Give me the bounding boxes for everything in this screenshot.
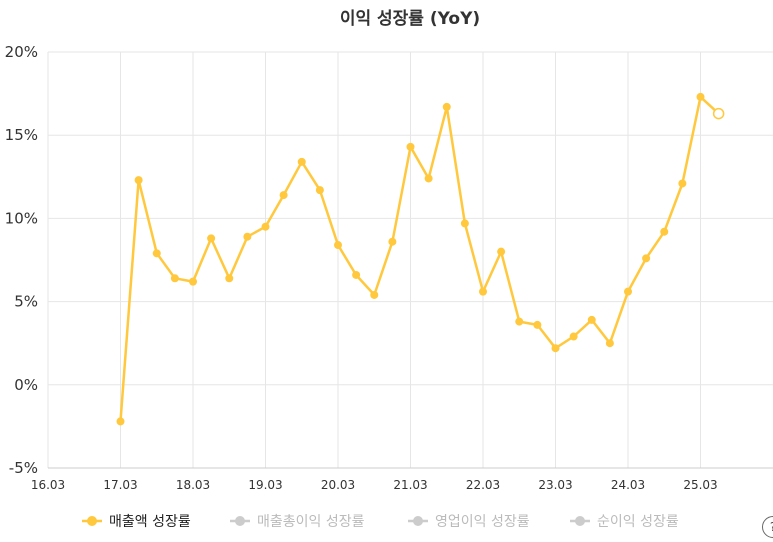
- series-line: [119, 95, 720, 422]
- data-point[interactable]: [170, 274, 179, 283]
- legend-label: 영업이익 성장률: [435, 514, 530, 530]
- x-tick-label: 21.03: [393, 478, 427, 492]
- data-point[interactable]: [424, 174, 433, 183]
- data-point[interactable]: [243, 232, 252, 241]
- legend-label: 매출액 성장률: [109, 514, 191, 530]
- x-axis: 16.03 17.03 18.03 19.03 20.03 21.03 22.03 23.03…: [31, 467, 773, 492]
- data-point[interactable]: [334, 241, 342, 250]
- data-point[interactable]: [497, 247, 506, 256]
- legend-item[interactable]: 순이익 성장률: [570, 514, 679, 530]
- data-point[interactable]: [605, 339, 614, 348]
- data-point[interactable]: [696, 92, 705, 101]
- legend: 매출액 성장률 매출총이익 성장률 영업이익 성장률 순이익 성장률: [82, 514, 679, 530]
- data-point[interactable]: [533, 320, 542, 329]
- series-lines: [119, 95, 720, 422]
- x-tick-label: 20.03: [321, 478, 355, 492]
- data-point[interactable]: [388, 237, 397, 246]
- x-tick-label: 18.03: [176, 478, 210, 492]
- x-tick-label: 23.03: [538, 478, 572, 492]
- data-point[interactable]: [642, 254, 651, 263]
- x-tick-label: 22.03: [466, 478, 500, 492]
- legend-dot-icon: [235, 516, 245, 526]
- legend-dot-icon: [413, 516, 423, 526]
- data-point[interactable]: [624, 287, 632, 296]
- y-tick-label: 10%: [5, 209, 38, 227]
- data-point[interactable]: [569, 332, 578, 341]
- x-tick-label: 19.03: [248, 478, 282, 492]
- data-point[interactable]: [479, 287, 487, 296]
- y-tick-label: 15%: [5, 126, 38, 144]
- data-point[interactable]: [587, 315, 596, 324]
- data-point[interactable]: [406, 142, 415, 151]
- legend-label: 순이익 성장률: [597, 514, 679, 530]
- y-tick-label: 0%: [14, 376, 38, 394]
- data-point[interactable]: [279, 191, 288, 200]
- y-tick-label: 5%: [14, 293, 38, 311]
- x-tick-label: 16.03: [31, 478, 65, 492]
- data-point[interactable]: [297, 157, 306, 166]
- legend-dot-icon: [87, 516, 97, 526]
- data-point[interactable]: [315, 186, 324, 195]
- legend-dot-icon: [575, 516, 585, 526]
- legend-item[interactable]: 매출액 성장률: [82, 514, 191, 530]
- y-axis: 20% 15% 10% 5% 0% -5%: [5, 43, 38, 477]
- series-points: [116, 92, 725, 426]
- grid: [47, 51, 773, 469]
- data-point-latest[interactable]: [712, 107, 725, 120]
- data-point[interactable]: [660, 227, 669, 236]
- data-point[interactable]: [551, 344, 560, 353]
- data-point[interactable]: [225, 274, 234, 283]
- data-point[interactable]: [261, 222, 270, 231]
- y-tick-label: 20%: [5, 43, 38, 61]
- data-point[interactable]: [678, 179, 687, 188]
- data-point[interactable]: [370, 290, 379, 299]
- data-point[interactable]: [152, 249, 161, 258]
- data-point[interactable]: [116, 417, 125, 426]
- data-point[interactable]: [207, 234, 216, 243]
- data-point[interactable]: [515, 317, 524, 326]
- x-tick-label: 24.03: [611, 478, 645, 492]
- legend-item[interactable]: 매출총이익 성장률: [230, 514, 365, 530]
- data-point[interactable]: [352, 270, 361, 279]
- data-point[interactable]: [134, 176, 143, 185]
- legend-label: 매출총이익 성장률: [257, 514, 365, 530]
- x-tick-label: 25.03: [683, 478, 717, 492]
- data-point[interactable]: [189, 277, 197, 286]
- chart-title: 이익 성장률 (YoY): [340, 9, 480, 29]
- x-tick-label: 17.03: [103, 478, 137, 492]
- data-point[interactable]: [460, 219, 469, 228]
- legend-item[interactable]: 영업이익 성장률: [408, 514, 530, 530]
- y-tick-label: -5%: [9, 459, 38, 477]
- data-point[interactable]: [442, 102, 451, 111]
